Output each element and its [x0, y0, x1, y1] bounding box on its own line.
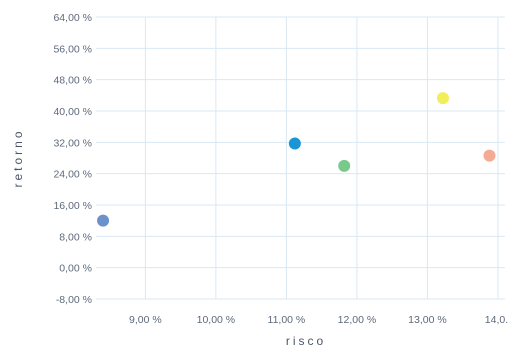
y-tick-label: 64,00 % [53, 12, 92, 24]
y-tick-label: 56,00 % [53, 43, 92, 55]
scatter-point [288, 137, 301, 150]
scatter-point [483, 149, 496, 162]
y-tick-label: 16,00 % [53, 200, 92, 212]
x-tick-label: 12,00 % [338, 314, 377, 326]
y-tick-label: 40,00 % [53, 106, 92, 118]
y-tick-label: -8,00 % [56, 294, 92, 306]
scatter-point [338, 159, 351, 172]
scatter-point [436, 92, 449, 105]
y-tick-label: 8,00 % [59, 231, 92, 243]
grid-lines [96, 16, 505, 300]
scatter-point [97, 214, 110, 227]
y-tick-label: 48,00 % [53, 75, 92, 87]
x-tick-label: 10,00 % [197, 314, 236, 326]
x-tick-label: 9,00 % [129, 314, 162, 326]
y-tick-label: 24,00 % [53, 169, 92, 181]
x-axis-ticks: 9,00 % 10,00 % 11,00 % 12,00 % 13,00 % 14,0.. [129, 314, 509, 326]
x-tick-label: 13,00 % [408, 314, 447, 326]
y-tick-label: 0,00 % [59, 263, 92, 275]
y-axis-ticks: 64,00 % 56,00 % 48,00 % 40,00 % 32,00 % 24,00… [53, 12, 92, 306]
x-tick-label: 14,0.. [485, 314, 509, 326]
x-axis-title: risco [286, 334, 326, 348]
y-axis-title: retorno [11, 128, 25, 187]
y-tick-label: 32,00 % [53, 137, 92, 149]
data-points [97, 92, 496, 227]
x-tick-label: 11,00 % [268, 314, 306, 326]
